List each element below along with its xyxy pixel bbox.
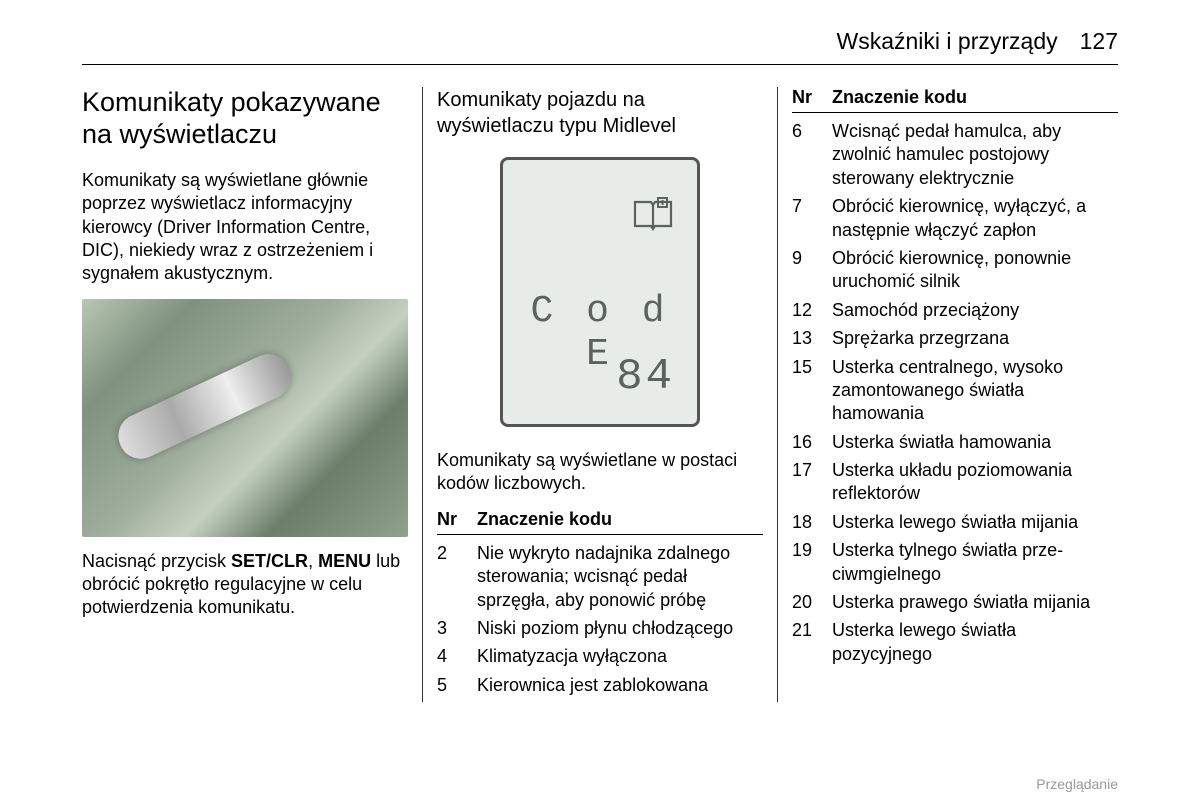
code-number: 15 xyxy=(792,356,832,426)
manual-icon xyxy=(631,196,675,232)
code-meaning: Usterka układu poziomowania reflektorów xyxy=(832,459,1118,506)
code-meaning: Sprężarka przegrzana xyxy=(832,327,1118,350)
code-meaning: Wcisnąć pedał hamulca, aby zwolnić hamul… xyxy=(832,120,1118,190)
code-meaning: Nie wykryto nadajnika zdalnego sterowani… xyxy=(477,542,763,612)
code-meaning: Usterka prawego światła mijania xyxy=(832,591,1118,614)
code-number: 6 xyxy=(792,120,832,190)
table-row: 4Klimatyzacja wyłączona xyxy=(437,645,763,668)
code-number: 2 xyxy=(437,542,477,612)
code-meaning: Usterka centralnego, wysoko zamontowaneg… xyxy=(832,356,1118,426)
code-number: 20 xyxy=(792,591,832,614)
table-row: 9Obrócić kierownicę, ponownie uruchomić … xyxy=(792,247,1118,294)
code-number: 4 xyxy=(437,645,477,668)
code-meaning: Usterka lewego światła pozycyjnego xyxy=(832,619,1118,666)
table-row: 2Nie wykryto nadajnika zdalnego sterowan… xyxy=(437,542,763,612)
code-meaning: Usterka światła hamowania xyxy=(832,431,1118,454)
table-row: 6Wcisnąć pedał hamulca, aby zwolnić hamu… xyxy=(792,120,1118,190)
stalk-control-photo xyxy=(82,299,408,537)
codes-intro: Komunikaty są wyświetlane w postaci kodó… xyxy=(437,449,763,496)
code-meaning: Klimatyzacja wyłączona xyxy=(477,645,763,668)
code-meaning: Niski poziom płynu chłodzącego xyxy=(477,617,763,640)
table-row: 3Niski poziom płynu chłodzącego xyxy=(437,617,763,640)
table-row: 13Sprężarka przegrzana xyxy=(792,327,1118,350)
code-meaning: Obrócić kierownicę, wyłączyć, a następni… xyxy=(832,195,1118,242)
th-meaning: Znaczenie kodu xyxy=(832,87,1118,108)
header-chapter-title: Wskaźniki i przyrządy xyxy=(837,28,1058,55)
table-row: 20Usterka prawego światła mijania xyxy=(792,591,1118,614)
code-number: 5 xyxy=(437,674,477,697)
codes-table-left: Nr Znaczenie kodu 2Nie wykryto nadajnika… xyxy=(437,509,763,702)
intro-paragraph: Komunikaty są wyświetlane głównie poprze… xyxy=(82,169,408,286)
subsection-heading: Komunikaty pojazdu na wyświetlaczu typu … xyxy=(437,87,763,139)
code-meaning: Usterka lewego światła mijania xyxy=(832,511,1118,534)
code-number: 18 xyxy=(792,511,832,534)
code-number: 21 xyxy=(792,619,832,666)
code-meaning: Kierownica jest zablokowana xyxy=(477,674,763,697)
th-nr: Nr xyxy=(792,87,832,108)
table-row: 7Obrócić kierownicę, wyłączyć, a następn… xyxy=(792,195,1118,242)
th-nr: Nr xyxy=(437,509,477,530)
table-row: 15Usterka centralnego, wysoko zamontowan… xyxy=(792,356,1118,426)
code-number: 12 xyxy=(792,299,832,322)
table-row: 18Usterka lewego światła mijania xyxy=(792,511,1118,534)
code-meaning: Usterka tylnego światła prze­ciwmgielneg… xyxy=(832,539,1118,586)
table-row: 12Samochód przeciążony xyxy=(792,299,1118,322)
table-row: 16Usterka światła hamowania xyxy=(792,431,1118,454)
th-meaning: Znaczenie kodu xyxy=(477,509,763,530)
page-number: 127 xyxy=(1080,28,1118,55)
code-number: 13 xyxy=(792,327,832,350)
table-row: 19Usterka tylnego światła prze­ciwmgieln… xyxy=(792,539,1118,586)
code-number: 16 xyxy=(792,431,832,454)
code-number: 17 xyxy=(792,459,832,506)
footer-mode-label: Przeglądanie xyxy=(1036,776,1118,792)
table-row: 21Usterka lewego światła pozycyjnego xyxy=(792,619,1118,666)
code-meaning: Samochód przeciążony xyxy=(832,299,1118,322)
instruction-paragraph: Nacisnąć przycisk SET/CLR, MENU lub obró… xyxy=(82,550,408,620)
codes-table-right: Nr Znaczenie kodu 6Wcisnąć pedał hamulca… xyxy=(792,87,1118,671)
midlevel-display-illustration: C o d E 84 xyxy=(500,157,700,427)
section-heading: Komunikaty pokazywane na wyświetlaczu xyxy=(82,87,408,151)
table-row: 17Usterka układu poziomowania reflektoró… xyxy=(792,459,1118,506)
code-number: 9 xyxy=(792,247,832,294)
code-number: 7 xyxy=(792,195,832,242)
table-row: 5Kierownica jest zablokowana xyxy=(437,674,763,697)
display-code-number: 84 xyxy=(616,352,675,402)
code-number: 3 xyxy=(437,617,477,640)
code-number: 19 xyxy=(792,539,832,586)
code-meaning: Obrócić kierownicę, ponownie uruchomić s… xyxy=(832,247,1118,294)
